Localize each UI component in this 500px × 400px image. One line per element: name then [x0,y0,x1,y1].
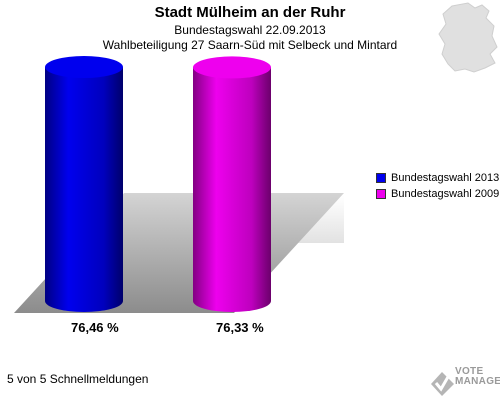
bar-2013 [45,56,123,312]
brand-line2: MANAGER [455,376,500,387]
bar-top [193,56,271,79]
vote-manager-logo-icon [431,369,454,396]
germany-map-icon [438,2,498,73]
data-label: 76,33 % [216,320,264,335]
bar-top [45,56,123,79]
vote-manager-logo: VOTE MANAGER [428,362,500,396]
chart-subtitle: Bundestagswahl 22.09.2013 [174,23,326,37]
legend-swatch-2013 [376,173,386,183]
legend-label-2009: Bundestagswahl 2009 [391,188,500,200]
bar-2009 [193,56,271,312]
bar-body [193,67,271,312]
legend-item-2009: Bundestagswahl 2009 [376,187,499,201]
legend-swatch-2009 [376,189,386,199]
chart-title: Stadt Mülheim an der Ruhr [154,4,346,21]
data-label: 76,46 % [71,320,119,335]
chart-subtitle-secondary: Wahlbeteiligung 27 Saarn-Süd mit Selbeck… [102,38,398,52]
legend: Bundestagswahl 2013 Bundestagswahl 2009 [376,171,499,203]
report-status: 5 von 5 Schnellmeldungen [7,372,149,386]
brand-line1: VOTE [455,366,484,377]
legend-item-2013: Bundestagswahl 2013 [376,171,499,185]
legend-label-2013: Bundestagswahl 2013 [391,172,500,184]
bar-body [45,67,123,312]
